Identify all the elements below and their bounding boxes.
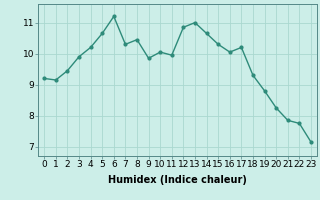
X-axis label: Humidex (Indice chaleur): Humidex (Indice chaleur) <box>108 175 247 185</box>
